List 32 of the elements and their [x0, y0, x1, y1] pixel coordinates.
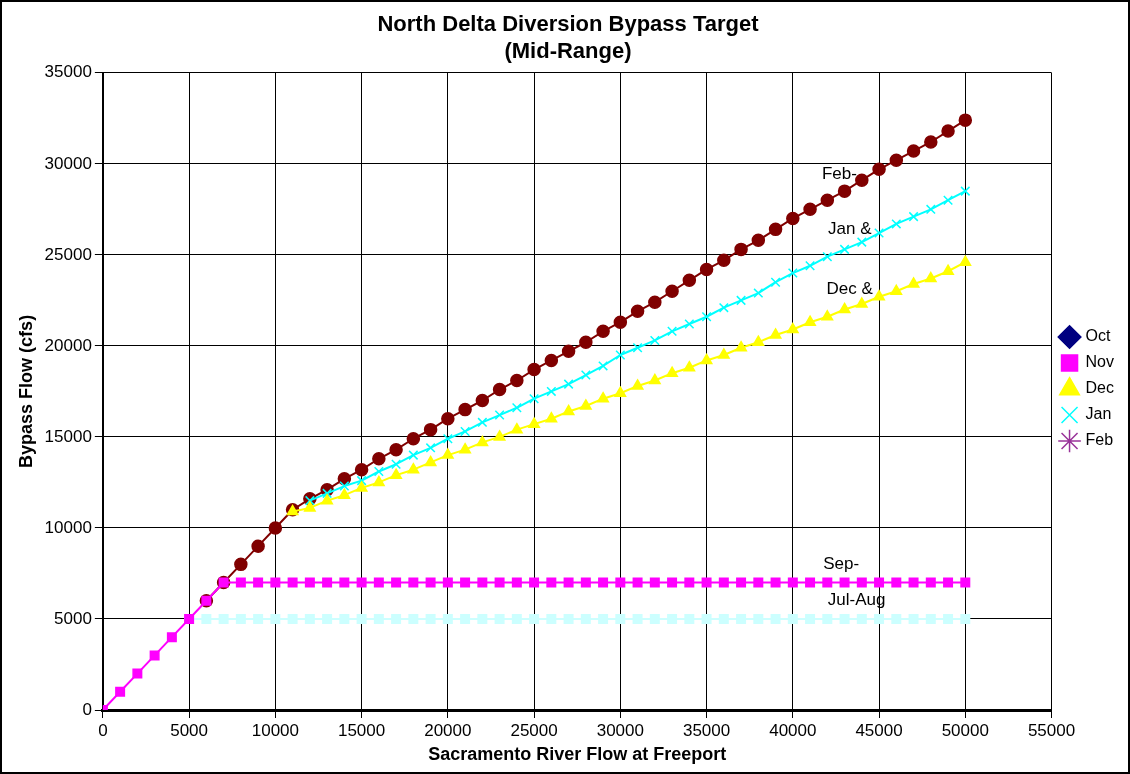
y-tick-label: 5000	[54, 608, 92, 628]
legend-label: Dec	[1085, 379, 1114, 397]
annotation: Feb-	[821, 164, 857, 184]
x-tick-label: 15000	[337, 720, 386, 740]
y-tick-label: 10000	[44, 517, 92, 537]
x-tick-label: 35000	[682, 720, 731, 740]
annotation: Sep-	[823, 553, 860, 573]
x-tick-label: 55000	[1027, 720, 1076, 740]
legend-label: Jan	[1085, 405, 1112, 423]
annotation: Jan &	[828, 218, 873, 238]
x-tick-label: 25000	[510, 720, 558, 740]
legend-label: Oct	[1085, 327, 1111, 345]
x-tick-label: 50000	[941, 720, 989, 740]
x-tick-label: 30000	[596, 720, 644, 740]
y-tick-label: 0	[82, 699, 92, 719]
y-tick-label: 30000	[44, 153, 92, 173]
y-tick-label: 20000	[44, 335, 92, 355]
y-tick-label: 25000	[44, 244, 92, 264]
x-tick-label: 0	[98, 720, 108, 740]
x-tick-label: 45000	[855, 720, 903, 740]
x-tick-label: 10000	[251, 720, 299, 740]
y-tick-label: 35000	[44, 62, 92, 82]
x-tick-label: 5000	[170, 720, 209, 740]
legend-label: Nov	[1085, 353, 1114, 371]
x-axis-title: Sacramento River Flow at Freeport	[428, 744, 727, 765]
x-tick-label: 40000	[769, 720, 817, 740]
chart-title: North Delta Diversion Bypass Target (Mid-Range)	[377, 11, 760, 63]
legend-label: Feb	[1085, 431, 1114, 449]
x-tick-label: 20000	[424, 720, 472, 740]
y-axis-title: Bypass Flow (cfs)	[15, 314, 36, 468]
y-tick-label: 15000	[44, 426, 92, 446]
annotation: Dec &	[826, 278, 874, 298]
